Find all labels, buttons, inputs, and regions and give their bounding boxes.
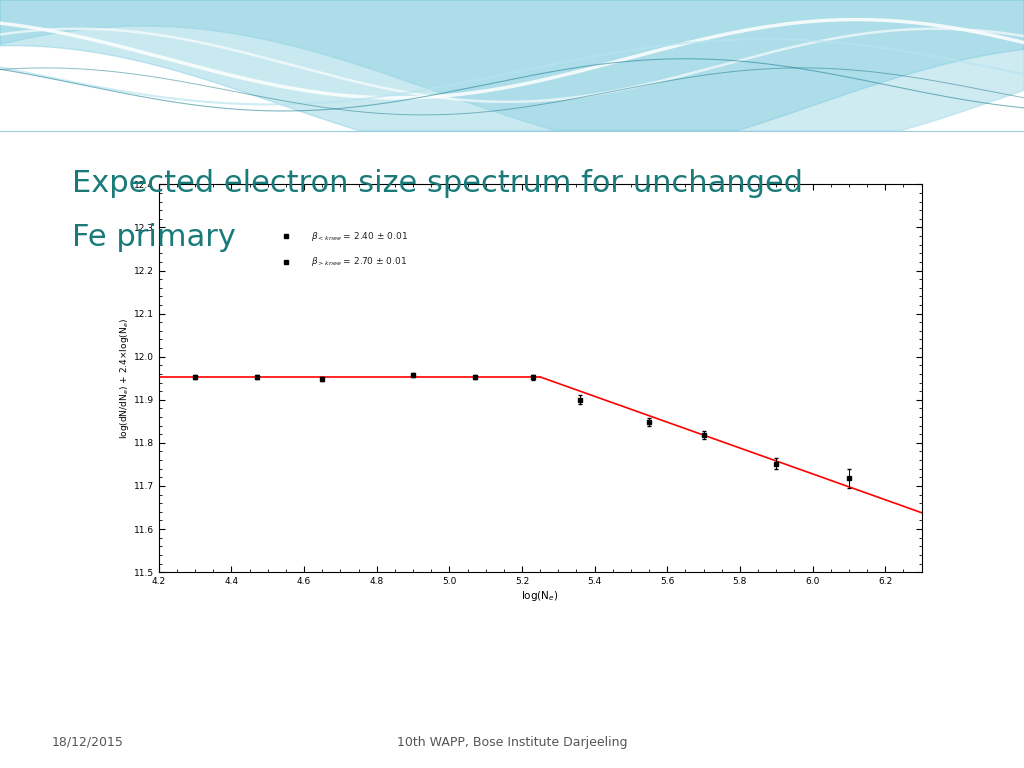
- Text: $\beta_{< knee}$ = 2.40 $\pm$ 0.01: $\beta_{< knee}$ = 2.40 $\pm$ 0.01: [311, 230, 409, 243]
- Text: Fe primary: Fe primary: [72, 223, 236, 252]
- X-axis label: log(N$_{e}$): log(N$_{e}$): [521, 589, 559, 603]
- Y-axis label: log(dN/dN$_{e}$) + 2.4×log(N$_{e}$): log(dN/dN$_{e}$) + 2.4×log(N$_{e}$): [118, 318, 131, 439]
- Text: 18/12/2015: 18/12/2015: [51, 736, 123, 749]
- Text: $\beta_{> knee}$ = 2.70 $\pm$ 0.01: $\beta_{> knee}$ = 2.70 $\pm$ 0.01: [311, 256, 408, 268]
- Text: Expected electron size spectrum for unchanged: Expected electron size spectrum for unch…: [72, 169, 803, 198]
- Text: 10th WAPP, Bose Institute Darjeeling: 10th WAPP, Bose Institute Darjeeling: [396, 736, 628, 749]
